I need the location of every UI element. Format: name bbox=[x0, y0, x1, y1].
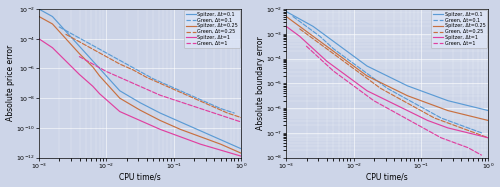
Y-axis label: Absolute boundary error: Absolute boundary error bbox=[256, 36, 264, 130]
Legend: Spitzer, Δt=0.1, Green, Δt=0.1, Spitzer, Δt=0.25, Green, Δt=0.25, Spitzer, Δt=1,: Spitzer, Δt=0.1, Green, Δt=0.1, Spitzer,… bbox=[432, 10, 488, 48]
Legend: Spitzer, Δt=0.1, Green, Δt=0.1, Spitzer, Δt=0.25, Green, Δt=0.25, Spitzer, Δt=1,: Spitzer, Δt=0.1, Green, Δt=0.1, Spitzer,… bbox=[184, 10, 240, 48]
X-axis label: CPU time/s: CPU time/s bbox=[119, 172, 161, 181]
X-axis label: CPU time/s: CPU time/s bbox=[366, 172, 408, 181]
Y-axis label: Absolute price error: Absolute price error bbox=[6, 45, 15, 122]
